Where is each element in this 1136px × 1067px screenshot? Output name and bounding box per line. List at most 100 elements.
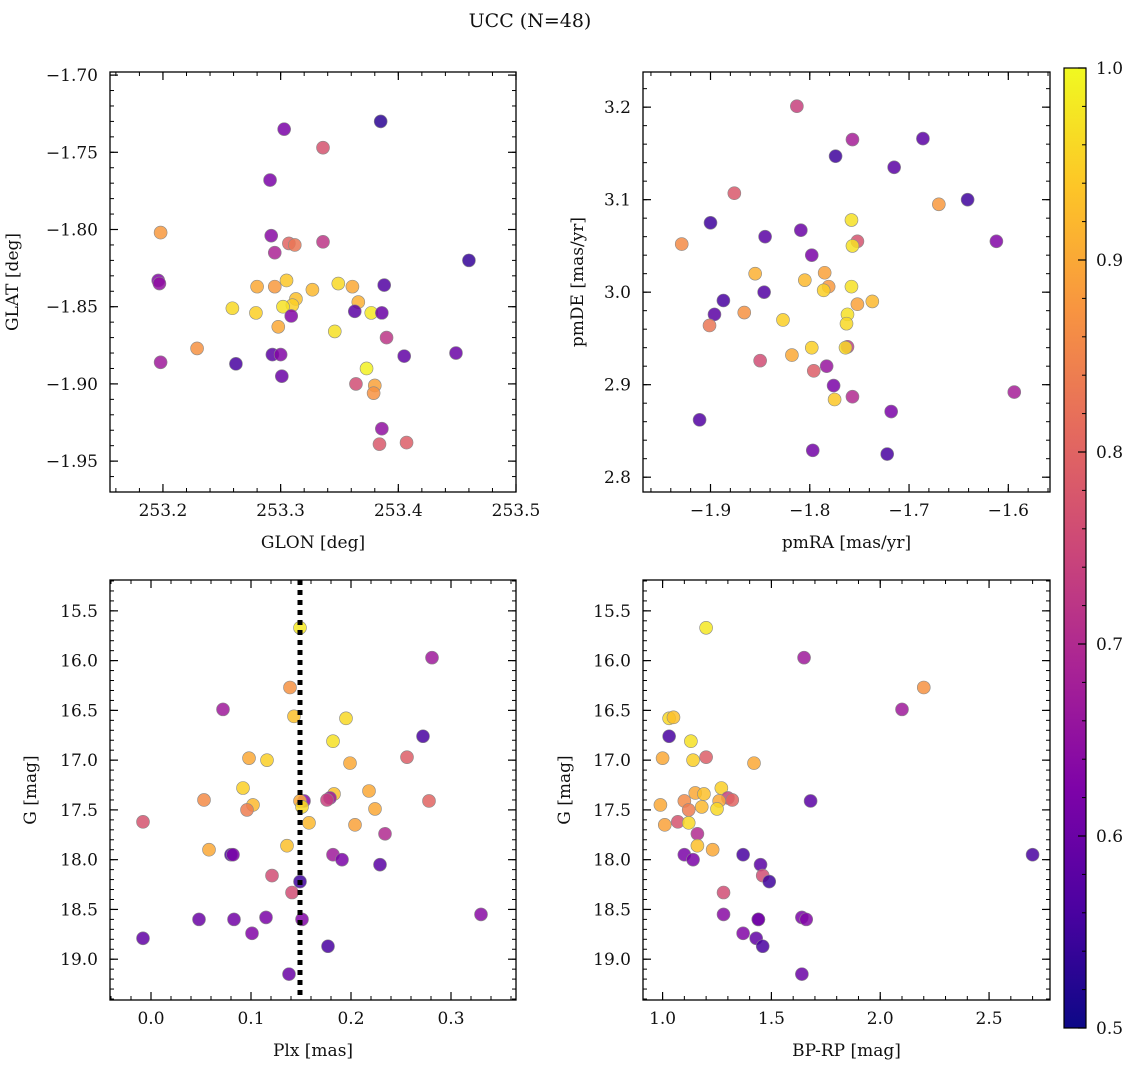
y-tick-label: 18.0: [60, 851, 98, 871]
scatter-point: [702, 318, 717, 333]
scatter-point: [372, 437, 387, 451]
x-tick-label: 1.0: [649, 1009, 676, 1029]
x-tick-label: 1.5: [758, 1009, 785, 1029]
scatter-point: [316, 140, 330, 155]
scatter-point: [865, 294, 880, 309]
scatter-point: [275, 369, 289, 383]
scatter-point: [797, 650, 811, 665]
scatter-point: [989, 234, 1004, 249]
scatter-point: [932, 197, 946, 212]
scatter-point: [699, 750, 713, 764]
scatter-point: [758, 229, 772, 244]
scatter-point: [425, 650, 439, 665]
x-tick-label: 253.5: [492, 501, 541, 521]
scatter-point: [736, 847, 750, 862]
scatter-point: [321, 939, 335, 954]
scatter-point: [152, 276, 167, 291]
y-tick-label: 18.5: [60, 900, 98, 920]
scatter-point: [197, 793, 211, 807]
colorbar-tick-label: 0.6: [1096, 827, 1123, 847]
scatter-point: [653, 798, 668, 812]
y-tick-label: 16.0: [593, 652, 631, 672]
scatter-point: [250, 279, 264, 294]
scatter-point: [190, 341, 204, 356]
scatter-point: [657, 818, 672, 832]
x-tick-label: −1.9: [690, 501, 731, 521]
scatter-point: [826, 378, 841, 393]
scatter-point: [690, 838, 705, 853]
colorbar-tick-label: 0.8: [1096, 443, 1123, 463]
scatter-point: [284, 309, 299, 323]
scatter-point: [681, 803, 696, 817]
y-tick-label: 18.5: [593, 900, 631, 920]
scatter-point: [880, 447, 895, 461]
scatter-point: [887, 160, 901, 175]
scatter-point: [785, 348, 799, 362]
scatter-point: [798, 273, 812, 287]
scatter-point: [265, 868, 279, 883]
y-tick-label: 19.0: [593, 950, 631, 970]
scatter-point: [1025, 847, 1040, 862]
scatter-point: [229, 357, 243, 371]
scatter-point: [136, 815, 150, 829]
scatter-point: [343, 756, 357, 770]
colorbar: 0.5 0.6 0.7 0.8 0.9 1.0: [1063, 59, 1123, 1039]
scatter-point: [267, 279, 282, 294]
scatter-point: [283, 680, 297, 695]
scatter-point: [725, 793, 740, 807]
scatter-point: [705, 842, 720, 857]
scatter-point: [736, 926, 750, 941]
x-tick-label: 2.0: [867, 1009, 894, 1029]
x-tick-label: 0.1: [237, 1009, 264, 1029]
scatter-point: [379, 330, 394, 345]
scatter-point: [276, 299, 290, 314]
scatter-point: [699, 620, 713, 635]
y-tick-label: −1.70: [46, 66, 98, 86]
scatter-point: [345, 279, 360, 294]
scatter-point: [884, 404, 898, 419]
scatter-point: [794, 223, 808, 237]
scatter-point: [397, 349, 412, 363]
scatter-point: [916, 131, 930, 146]
scatter-point: [302, 816, 316, 830]
scatter-point: [263, 173, 277, 187]
x-axis-label: pmRA [mas/yr]: [782, 533, 911, 553]
scatter-point: [279, 273, 294, 288]
scatter-point: [271, 319, 286, 334]
scatter-point: [327, 324, 342, 339]
scatter-point: [287, 238, 302, 252]
axes-frame: [642, 71, 1051, 493]
x-axis-label: Plx [mas]: [273, 1041, 353, 1061]
scatter-point: [845, 239, 860, 253]
scatter-point: [320, 793, 334, 807]
scatter-point: [916, 680, 931, 695]
scatter-point: [359, 361, 374, 376]
y-tick-label: 18.0: [593, 851, 631, 871]
panel-4: 1.0 1.5 2.0 2.5 15.5 16.0 16.5 17.0 17.5 18.0 18.5…: [555, 579, 1051, 1061]
scatter-point: [373, 114, 388, 129]
scatter-point: [136, 931, 150, 946]
y-tick-label: 16.0: [60, 652, 98, 672]
scatter-point: [737, 305, 752, 320]
scatter-point: [804, 340, 819, 355]
scatter-point: [748, 266, 762, 281]
scatter-point: [716, 293, 731, 308]
y-tick-label: 17.0: [593, 751, 631, 771]
y-tick-label: 19.0: [60, 950, 98, 970]
panel-1: 253.2 253.3 253.4 253.5 −1.70 −1.75 −1.80 −1.85…: [3, 66, 540, 553]
scatter-point: [449, 346, 463, 360]
scatter-point: [339, 711, 353, 726]
x-tick-label: 2.5: [976, 1009, 1003, 1029]
scatter-point: [326, 734, 340, 749]
x-axis-label: GLON [deg]: [261, 533, 365, 553]
scatter-point: [285, 885, 299, 900]
scatter-point: [839, 316, 854, 331]
scatter-point: [362, 784, 376, 798]
y-tick-label: 15.5: [60, 602, 98, 622]
scatter-point: [838, 340, 853, 355]
scatter-point: [790, 99, 804, 114]
y-tick-label: 17.0: [60, 751, 98, 771]
x-axis-label: BP-RP [mag]: [792, 1041, 901, 1061]
scatter-point: [895, 702, 909, 717]
